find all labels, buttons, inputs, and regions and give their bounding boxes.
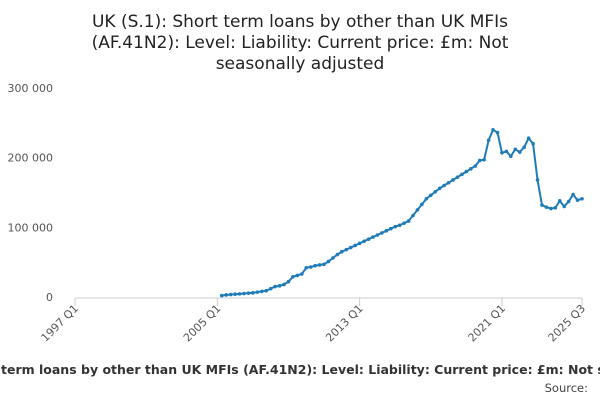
point xyxy=(397,223,402,228)
point xyxy=(246,291,251,295)
point xyxy=(362,239,366,244)
point xyxy=(228,292,233,297)
point xyxy=(464,169,469,174)
series-line xyxy=(221,128,583,297)
point xyxy=(415,208,420,212)
point xyxy=(282,282,286,287)
point xyxy=(357,241,362,246)
x-tick-label: 2021 Q1 xyxy=(466,302,509,345)
point xyxy=(571,192,575,197)
point xyxy=(259,289,264,294)
point xyxy=(469,167,473,171)
point xyxy=(535,178,540,182)
point xyxy=(291,274,295,279)
point xyxy=(402,221,406,225)
point xyxy=(562,204,567,209)
point xyxy=(295,273,300,278)
point xyxy=(420,202,424,207)
point xyxy=(513,147,518,152)
point xyxy=(313,263,317,268)
point xyxy=(264,288,269,293)
chart-title: (AF.41N2): Level: Liability: Current pri… xyxy=(92,33,509,53)
point xyxy=(388,226,393,231)
source: Source: xyxy=(545,381,588,395)
point xyxy=(446,180,451,185)
point xyxy=(344,247,349,252)
point xyxy=(219,293,224,298)
point xyxy=(380,231,384,235)
point xyxy=(317,263,322,267)
point xyxy=(375,233,380,237)
point xyxy=(526,136,531,140)
point xyxy=(549,206,553,211)
point xyxy=(411,213,415,218)
point xyxy=(509,154,513,159)
point xyxy=(460,172,464,177)
point xyxy=(304,265,309,270)
point xyxy=(428,193,433,198)
point xyxy=(331,256,335,260)
point xyxy=(540,203,544,207)
point xyxy=(580,196,584,201)
point xyxy=(255,290,260,294)
point xyxy=(557,199,562,203)
y-tick-label: 100 000 xyxy=(8,221,54,234)
point xyxy=(451,178,455,182)
point xyxy=(340,249,344,254)
point xyxy=(575,198,580,202)
point xyxy=(437,186,442,191)
point xyxy=(522,145,526,150)
x-tick-label: 1997 Q1 xyxy=(39,302,82,345)
x-tick-label: 2025 Q3 xyxy=(546,302,589,345)
point xyxy=(482,157,486,162)
x-tick-label: 2005 Q1 xyxy=(181,302,224,345)
y-tick-label: 300 000 xyxy=(8,82,54,95)
point xyxy=(424,196,429,201)
point xyxy=(353,243,357,248)
point xyxy=(224,293,229,297)
point xyxy=(442,183,446,188)
point xyxy=(500,150,504,155)
x-tick-label: 2013 Q1 xyxy=(323,302,366,345)
point xyxy=(242,291,246,296)
point xyxy=(308,265,313,269)
chart-title: seasonally adjusted xyxy=(216,54,385,74)
point xyxy=(495,130,500,135)
point xyxy=(237,292,242,296)
point xyxy=(406,219,411,223)
point xyxy=(268,286,273,291)
point xyxy=(322,262,326,267)
point xyxy=(491,128,495,132)
point xyxy=(433,190,438,194)
point xyxy=(348,245,353,250)
point xyxy=(366,237,371,241)
point xyxy=(566,199,571,204)
point xyxy=(486,138,491,143)
point xyxy=(504,149,509,154)
point xyxy=(371,235,375,239)
point xyxy=(273,284,277,289)
point xyxy=(335,252,340,257)
point xyxy=(455,175,460,179)
point xyxy=(251,291,255,295)
point xyxy=(300,272,304,276)
point xyxy=(326,259,331,264)
point xyxy=(531,141,535,146)
chart-title: UK (S.1): Short term loans by other than… xyxy=(92,12,508,32)
y-tick-label: 0 xyxy=(46,291,53,304)
point xyxy=(393,224,398,229)
caption: term loans by other than UK MFIs (AF.41N… xyxy=(1,362,600,377)
point xyxy=(233,292,237,297)
point xyxy=(277,284,282,288)
point xyxy=(553,206,558,210)
point xyxy=(544,205,549,209)
point xyxy=(517,150,522,154)
y-tick-label: 200 000 xyxy=(8,152,54,165)
point xyxy=(384,229,389,233)
point xyxy=(477,158,482,163)
point xyxy=(473,164,478,168)
point xyxy=(286,279,291,284)
